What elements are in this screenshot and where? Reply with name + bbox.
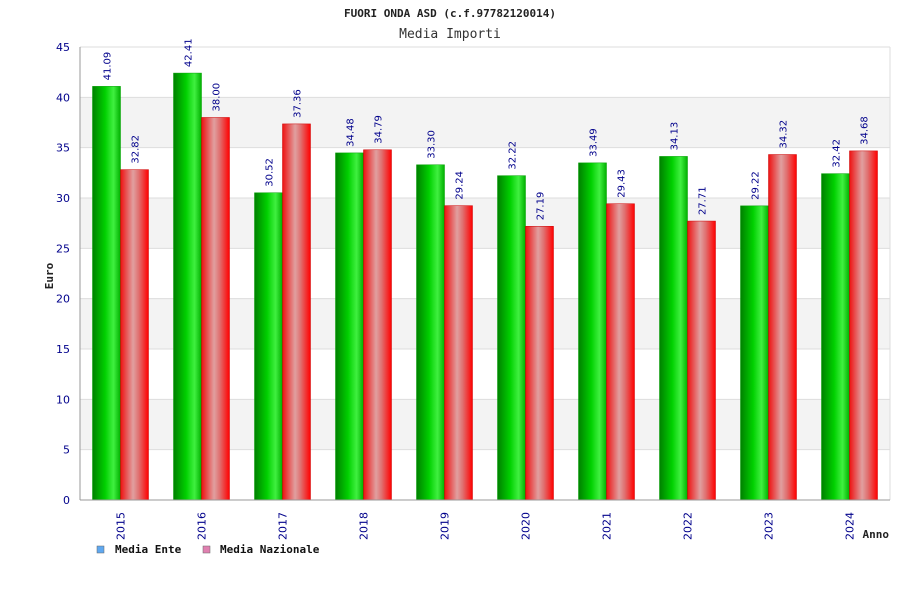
legend-label-media-nazionale: Media Nazionale — [220, 543, 320, 556]
bar-media-ente-2015 — [92, 86, 121, 501]
bar-media-nazionale-2018 — [363, 149, 392, 501]
x-tick-label: 2024 — [844, 512, 857, 540]
y-tick-label: 30 — [56, 192, 70, 205]
y-tick-label: 40 — [56, 91, 70, 104]
bar-media-ente-2016 — [173, 72, 202, 501]
data-label-media-nazionale-2020: 27.19 — [536, 192, 547, 221]
bar-media-ente-2023 — [740, 205, 769, 501]
data-label-media-nazionale-2023: 34.32 — [779, 120, 790, 149]
chart-title: FUORI ONDA ASD (c.f.97782120014) — [344, 7, 556, 20]
data-label-media-nazionale-2016: 38.00 — [212, 83, 223, 112]
data-label-media-ente-2018: 34.48 — [346, 118, 357, 147]
x-tick-label: 2020 — [520, 512, 533, 540]
bar-media-nazionale-2016 — [201, 117, 230, 501]
legend: Media Ente Media Nazionale — [96, 543, 320, 556]
bar-media-nazionale-2020 — [525, 226, 554, 501]
data-label-media-ente-2022: 34.13 — [670, 122, 681, 151]
bar-media-nazionale-2019 — [444, 205, 473, 501]
data-labels: 41.09 32.82 42.41 38.00 30.52 37.36 34.48 34.79… — [103, 38, 871, 220]
data-label-media-ente-2019: 33.30 — [427, 130, 438, 159]
y-tick-label: 10 — [56, 393, 70, 406]
x-axis-title: Anno — [863, 528, 890, 541]
bars — [92, 72, 878, 501]
x-tick-label: 2019 — [439, 512, 452, 540]
y-tick-label: 45 — [56, 41, 70, 54]
bar-media-ente-2021 — [578, 162, 607, 501]
y-axis-title: Euro — [43, 262, 56, 289]
data-label-media-ente-2017: 30.52 — [265, 158, 276, 187]
y-tick-label: 5 — [63, 444, 70, 457]
bar-media-nazionale-2023 — [768, 154, 797, 501]
x-axis-ticks: 2015 2016 2017 2018 2019 2020 2021 2022 2023 2024 — [115, 512, 857, 540]
data-label-media-nazionale-2018: 34.79 — [374, 115, 385, 144]
x-tick-label: 2021 — [601, 512, 614, 540]
y-tick-label: 25 — [56, 242, 70, 255]
y-axis-ticks: 0 5 10 15 20 25 30 35 40 45 — [56, 41, 70, 507]
bar-media-ente-2017 — [254, 192, 283, 501]
bar-media-ente-2024 — [821, 173, 850, 501]
bar-media-nazionale-2021 — [606, 203, 635, 501]
data-label-media-nazionale-2021: 29.43 — [617, 169, 628, 198]
data-label-media-ente-2016: 42.41 — [184, 38, 195, 67]
bar-media-nazionale-2024 — [849, 150, 878, 501]
data-label-media-nazionale-2019: 29.24 — [455, 171, 466, 200]
legend-label-media-ente: Media Ente — [115, 543, 182, 556]
x-tick-label: 2015 — [115, 512, 128, 540]
y-tick-label: 20 — [56, 293, 70, 306]
legend-swatch-media-nazionale — [202, 545, 211, 554]
data-label-media-nazionale-2015: 32.82 — [131, 135, 142, 164]
data-label-media-nazionale-2022: 27.71 — [698, 186, 709, 215]
x-tick-label: 2023 — [763, 512, 776, 540]
bar-media-ente-2020 — [497, 175, 526, 501]
bar-media-nazionale-2015 — [120, 169, 149, 501]
y-tick-label: 15 — [56, 343, 70, 356]
x-tick-label: 2016 — [196, 512, 209, 540]
bar-media-ente-2018 — [335, 152, 364, 501]
data-label-media-nazionale-2024: 34.68 — [860, 116, 871, 145]
x-tick-label: 2017 — [277, 512, 290, 540]
data-label-media-ente-2023: 29.22 — [751, 171, 762, 200]
data-label-media-ente-2015: 41.09 — [103, 52, 114, 81]
bar-media-ente-2022 — [659, 156, 688, 501]
data-label-media-ente-2020: 32.22 — [508, 141, 519, 170]
bar-media-nazionale-2017 — [282, 123, 311, 501]
data-label-media-ente-2024: 32.42 — [832, 139, 843, 168]
x-tick-label: 2018 — [358, 512, 371, 540]
y-tick-label: 35 — [56, 142, 70, 155]
plot-band — [80, 47, 890, 98]
x-tick-label: 2022 — [682, 512, 695, 540]
chart-subtitle: Media Importi — [399, 27, 501, 42]
legend-swatch-media-ente — [96, 545, 105, 554]
bar-media-ente-2019 — [416, 164, 445, 501]
bar-media-nazionale-2022 — [687, 220, 716, 501]
data-label-media-nazionale-2017: 37.36 — [293, 89, 304, 118]
y-tick-label: 0 — [63, 494, 70, 507]
data-label-media-ente-2021: 33.49 — [589, 128, 600, 157]
